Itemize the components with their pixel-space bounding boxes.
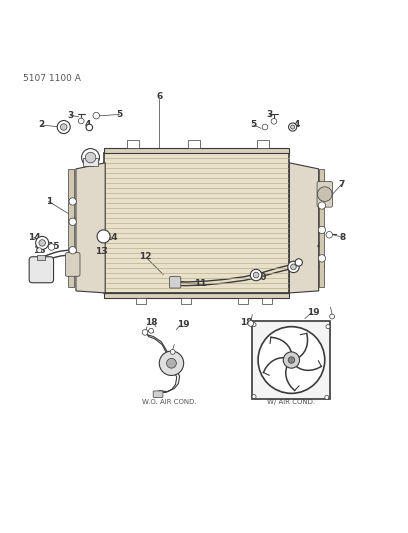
Circle shape [326,231,333,238]
Circle shape [288,261,299,272]
Text: 18: 18 [239,318,252,327]
Text: 10: 10 [254,273,266,282]
Circle shape [48,244,55,250]
Circle shape [159,351,184,375]
Circle shape [57,120,70,134]
Bar [253,321,330,399]
Circle shape [86,124,93,131]
Bar [104,293,289,298]
Text: 4: 4 [293,120,300,130]
Circle shape [252,322,256,327]
Circle shape [318,226,326,233]
Circle shape [69,198,76,205]
Circle shape [93,112,100,119]
FancyBboxPatch shape [65,253,80,276]
Circle shape [170,350,175,354]
Circle shape [142,329,148,335]
Circle shape [166,358,176,368]
Bar [257,141,269,148]
Text: W.O. AIR COND.: W.O. AIR COND. [142,399,197,405]
Circle shape [35,237,49,249]
Text: 3: 3 [67,111,74,120]
Text: 15: 15 [47,243,60,252]
Text: 14: 14 [105,233,118,242]
Circle shape [295,259,302,266]
Circle shape [325,395,329,399]
Text: 9: 9 [319,263,325,272]
Bar [83,158,98,166]
Circle shape [262,124,268,130]
FancyBboxPatch shape [169,277,181,288]
Bar [104,152,289,293]
Bar [188,141,200,148]
Circle shape [271,118,277,124]
Circle shape [248,320,254,326]
Bar [319,169,324,287]
Circle shape [290,264,296,270]
Bar [262,298,272,303]
Circle shape [253,272,259,278]
Circle shape [252,394,256,399]
Circle shape [283,352,299,368]
Bar [127,141,139,148]
Circle shape [330,314,335,319]
Circle shape [78,118,84,124]
Text: 16: 16 [33,246,46,255]
Circle shape [317,187,332,201]
Circle shape [69,247,76,254]
Text: W/ AIR COND.: W/ AIR COND. [267,399,315,405]
FancyBboxPatch shape [29,257,53,283]
Circle shape [288,123,297,131]
Polygon shape [289,163,319,293]
Text: 6: 6 [156,92,162,101]
Text: 4: 4 [85,120,91,130]
Text: 12: 12 [139,252,151,261]
Text: 5: 5 [251,120,257,130]
Polygon shape [76,163,105,293]
Text: 13: 13 [95,247,108,256]
Bar [37,255,45,260]
Bar [238,298,248,303]
Text: 4: 4 [317,241,323,250]
Circle shape [149,328,153,333]
Circle shape [258,327,325,393]
Text: 5107 1100 A: 5107 1100 A [23,74,81,83]
Text: 17: 17 [31,259,44,268]
Text: 2: 2 [38,120,44,130]
Circle shape [85,152,96,163]
Text: 11: 11 [194,279,206,288]
Circle shape [326,325,330,329]
Text: 1: 1 [46,197,52,206]
Circle shape [69,218,76,225]
Bar [104,148,289,152]
Text: 8: 8 [339,233,346,242]
Text: 14: 14 [28,233,40,242]
FancyBboxPatch shape [153,391,163,398]
Text: 19: 19 [177,320,189,329]
Circle shape [39,240,45,246]
Circle shape [60,124,67,130]
Text: 7: 7 [338,180,345,189]
Circle shape [318,255,326,262]
Bar [68,169,74,287]
Circle shape [251,269,262,281]
Circle shape [97,230,110,243]
Text: 18: 18 [145,318,157,327]
Text: 19: 19 [308,308,320,317]
Bar [136,298,146,303]
Circle shape [37,248,42,253]
Text: 3: 3 [267,110,273,119]
Circle shape [290,125,295,129]
Circle shape [318,202,326,209]
Circle shape [288,357,295,364]
FancyBboxPatch shape [317,182,333,207]
Circle shape [82,149,100,166]
Bar [181,298,191,303]
Text: 5: 5 [116,110,122,119]
